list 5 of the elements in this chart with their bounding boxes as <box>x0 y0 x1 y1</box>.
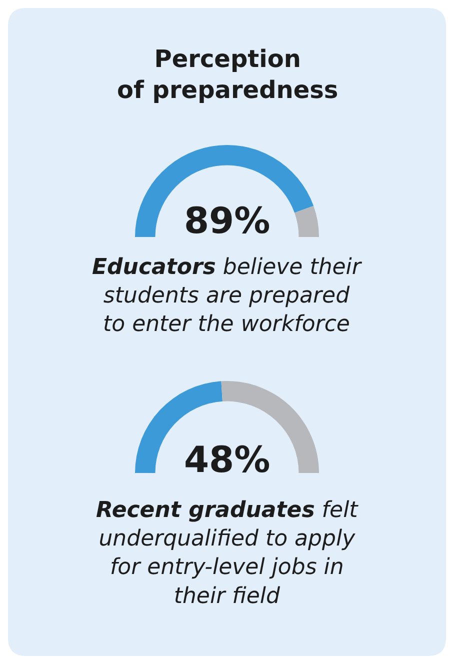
text: Educators <box>92 255 216 280</box>
chart-title: Perception of preparedness <box>117 45 338 104</box>
data-label: 48% <box>184 440 270 481</box>
data-label: 89% <box>184 201 270 242</box>
text: Recent graduates <box>96 498 315 523</box>
